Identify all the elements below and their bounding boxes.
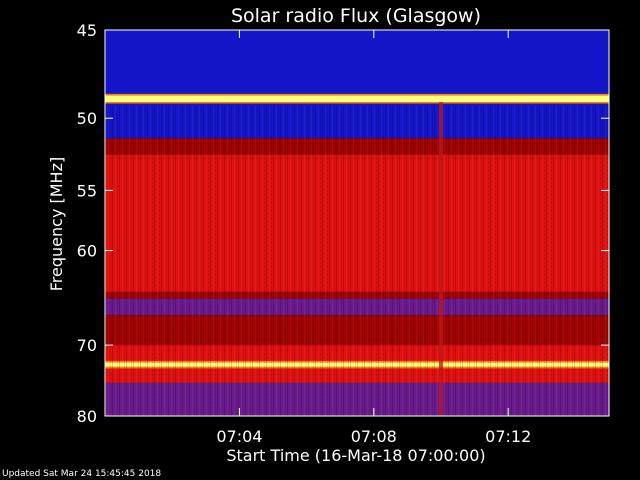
- frequency-band-1: [105, 95, 609, 103]
- footer-updated: Updated Sat Mar 24 15:45:45 2018: [2, 469, 162, 479]
- x-axis-label: Start Time (16-Mar-18 07:00:00): [226, 446, 485, 465]
- y-axis-label: Frequency [MHz]: [47, 157, 66, 291]
- x-axis-ticks: 07:04 07:08 07:12: [216, 30, 531, 446]
- y-tick-label-1: 50: [77, 109, 97, 128]
- plot-frame: [104, 29, 610, 417]
- x-tick-label-0: 07:04: [216, 427, 262, 446]
- plot-area: [105, 30, 609, 417]
- x-tick-label-1: 07:08: [351, 427, 397, 446]
- y-tick-label-5: 80: [77, 407, 97, 426]
- y-axis-ticks: 45 50 55 60 70 80: [77, 21, 609, 426]
- y-tick-label-4: 70: [77, 336, 97, 355]
- vertical-streak: [439, 102, 443, 417]
- chart-title: Solar radio Flux (Glasgow): [231, 5, 481, 27]
- spectrogram-texture: [105, 105, 609, 416]
- y-tick-label-0: 45: [77, 21, 97, 40]
- y-tick-label-2: 55: [77, 181, 97, 200]
- x-tick-label-2: 07:12: [485, 427, 531, 446]
- y-tick-label-3: 60: [77, 242, 97, 261]
- band-edge-top-1: [105, 93, 609, 96]
- band-edge-bottom-1: [105, 102, 609, 104]
- frequency-band-0: [105, 30, 609, 96]
